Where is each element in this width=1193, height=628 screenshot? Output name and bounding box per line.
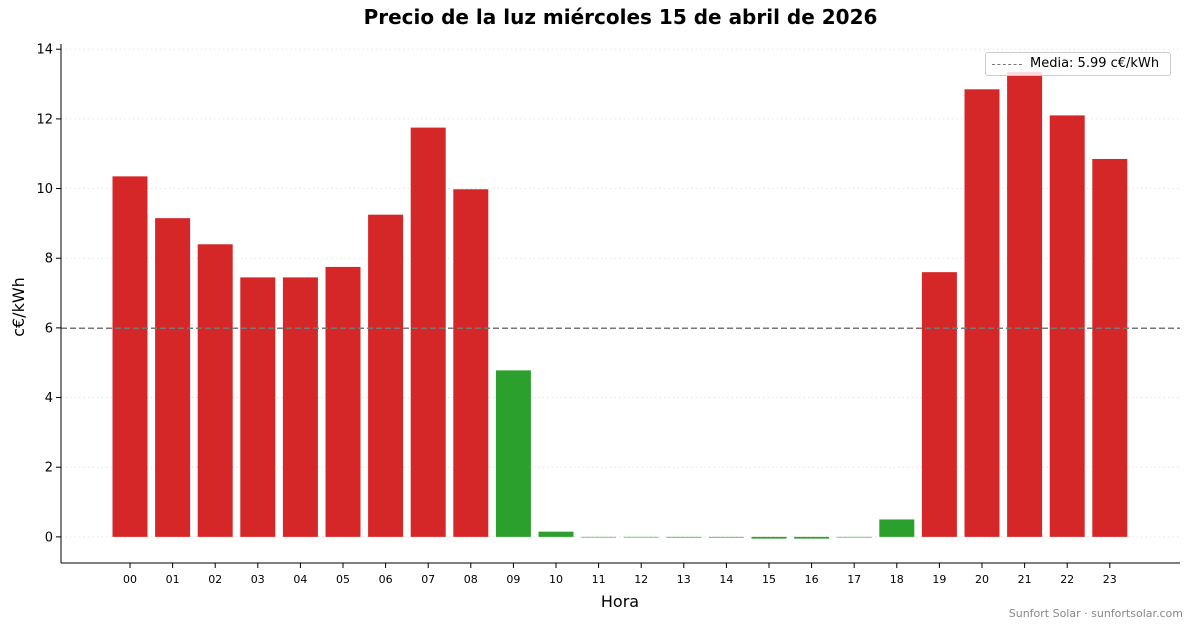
bar-hour-18	[879, 519, 915, 537]
x-tick-label: 00	[123, 573, 137, 586]
bar-hour-05	[325, 266, 361, 537]
bar-hour-00	[112, 176, 148, 537]
y-tick-label: 4	[45, 391, 53, 406]
bar-hour-21	[1007, 71, 1043, 537]
legend-mean-label: Media: 5.99 c€/kWh	[1030, 56, 1160, 71]
bar-hour-07	[410, 127, 446, 537]
bar-hour-03	[240, 277, 276, 537]
x-tick-label: 21	[1018, 573, 1032, 586]
x-tick-label: 02	[208, 573, 222, 586]
bar-hour-10	[538, 531, 574, 537]
x-tick-label: 20	[975, 573, 989, 586]
x-tick-label: 14	[719, 573, 733, 586]
bar-hour-19	[921, 272, 957, 537]
x-tick-label: 23	[1103, 573, 1117, 586]
chart-title: Precio de la luz miércoles 15 de abril d…	[363, 5, 878, 29]
x-tick-label: 13	[677, 573, 691, 586]
y-tick-label: 8	[45, 252, 53, 267]
credit-text: Sunfort Solar · sunfortsolar.com	[1008, 607, 1183, 620]
y-tick-label: 14	[36, 43, 53, 58]
x-tick-label: 06	[379, 573, 393, 586]
bar-hour-23	[1092, 158, 1128, 537]
x-tick-label: 11	[592, 573, 606, 586]
x-tick-label: 15	[762, 573, 776, 586]
x-tick-label: 05	[336, 573, 350, 586]
x-tick-label: 03	[251, 573, 265, 586]
bar-hour-06	[368, 214, 404, 537]
x-tick-label: 04	[293, 573, 307, 586]
x-tick-label: 01	[166, 573, 180, 586]
bar-hour-13	[666, 536, 702, 538]
bar-hour-17	[836, 536, 872, 538]
bar-hour-22	[1049, 115, 1085, 537]
bar-hour-09	[495, 370, 531, 537]
x-tick-label: 10	[549, 573, 563, 586]
x-tick-label: 08	[464, 573, 478, 586]
y-tick-label: 6	[45, 321, 53, 336]
x-tick-label: 17	[847, 573, 861, 586]
bar-layer	[112, 71, 1128, 539]
bar-hour-02	[197, 244, 233, 537]
bar-hour-14	[708, 536, 744, 538]
x-tick-label: 19	[932, 573, 946, 586]
x-axis-label: Hora	[601, 592, 639, 611]
bar-hour-20	[964, 89, 1000, 537]
x-tick-label: 07	[421, 573, 435, 586]
bar-hour-12	[623, 536, 659, 538]
bar-hour-01	[155, 218, 191, 537]
y-tick-label: 12	[36, 112, 53, 127]
x-tick-label: 22	[1060, 573, 1074, 586]
bar-hour-15	[751, 536, 787, 539]
y-tick-label: 2	[45, 461, 53, 476]
y-axis-label: c€/kWh	[9, 277, 28, 337]
x-tick-label: 09	[506, 573, 520, 586]
bar-hour-04	[282, 277, 318, 537]
bar-hour-08	[453, 189, 489, 537]
x-tick-label: 18	[890, 573, 904, 586]
y-tick-label: 10	[36, 182, 53, 197]
legend: Media: 5.99 c€/kWh	[985, 52, 1171, 76]
bar-hour-11	[581, 536, 617, 538]
legend-mean-line-swatch	[992, 64, 1022, 65]
x-tick-label: 16	[805, 573, 819, 586]
x-tick-label: 12	[634, 573, 648, 586]
y-tick-label: 0	[45, 530, 53, 545]
bar-hour-16	[794, 536, 830, 539]
